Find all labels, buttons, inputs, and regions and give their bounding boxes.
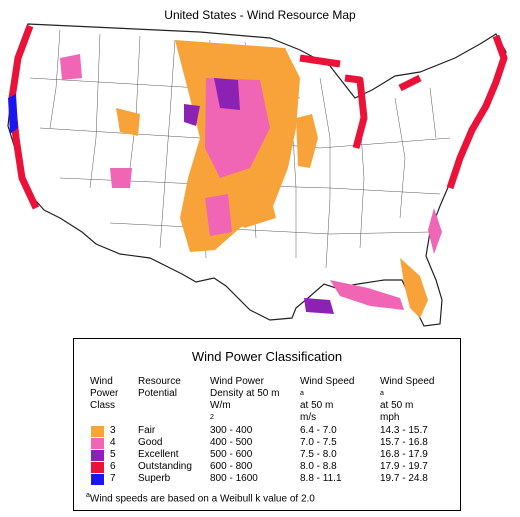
resource-potential: Fair [138, 425, 156, 436]
header-density-line: Wind Power [210, 376, 264, 387]
header-potential-line: Potential [138, 388, 177, 399]
header-speed-mph: Wind Speed a at 50 m mph [380, 376, 434, 424]
speed-ms: 7.5 - 8.0 [300, 449, 337, 460]
header-speed-ms: Wind Speed a at 50 m m/s [300, 376, 354, 424]
header-potential: Resource Potential [138, 376, 181, 400]
class-number: 7 [110, 473, 116, 484]
speed-mph: 17.9 - 19.7 [380, 461, 428, 472]
legend: Wind Power Classification Wind Power Cla… [73, 338, 461, 511]
header-speed-ms-line: at 50 m [300, 400, 334, 411]
header-class-line: Power [90, 388, 119, 399]
legend-row: 6 Outstanding 600 - 800 8.0 - 8.8 17.9 -… [74, 461, 460, 473]
speed-mph: 19.7 - 24.8 [380, 473, 428, 484]
header-density-line: Density at 50 m [210, 388, 280, 399]
header-density-sup: 2 [210, 414, 214, 421]
header-speed-ms-line: m/s [300, 412, 317, 423]
header-potential-line: Resource [138, 376, 181, 387]
header-speed-mph-line: Wind Speed [380, 376, 435, 387]
legend-row: 4 Good 400 - 500 7.0 - 7.5 15.7 - 16.8 [74, 437, 460, 449]
class-swatch [91, 438, 104, 449]
speed-ms: 6.4 - 7.0 [300, 425, 337, 436]
class-7-areas [8, 94, 18, 134]
header-density-unit-text: W/m [210, 400, 231, 411]
header-speed-mph-sup: a [380, 390, 384, 397]
header-speed-mph-line: at 50 m [380, 400, 414, 411]
header-density: Wind Power Density at 50 m W/m 2 [210, 376, 279, 424]
header-class: Wind Power Class [90, 376, 118, 412]
legend-row: 5 Excellent 500 - 600 7.5 - 8.0 16.8 - 1… [74, 449, 460, 461]
class-number: 5 [110, 449, 116, 460]
footnote-mark: a [86, 492, 90, 499]
class-number: 6 [110, 461, 116, 472]
speed-mph: 16.8 - 17.9 [380, 449, 428, 460]
header-speed-ms-line: Wind Speed [300, 376, 355, 387]
us-wind-map [7, 23, 508, 327]
resource-potential: Superb [138, 473, 171, 484]
speed-mph: 14.3 - 15.7 [380, 425, 428, 436]
class-swatch [91, 462, 104, 473]
resource-potential: Outstanding [138, 461, 192, 472]
power-density: 600 - 800 [210, 461, 253, 472]
resource-potential: Good [138, 437, 163, 448]
class-swatch [91, 474, 104, 485]
legend-row: 7 Superb 800 - 1600 8.8 - 11.1 19.7 - 24… [74, 473, 460, 485]
header-class-line: Wind [90, 376, 113, 387]
speed-mph: 15.7 - 16.8 [380, 437, 428, 448]
power-density: 500 - 600 [210, 449, 253, 460]
legend-row: 3 Fair 300 - 400 6.4 - 7.0 14.3 - 15.7 [74, 425, 460, 437]
class-swatch [91, 426, 104, 437]
class-5-areas [184, 78, 334, 314]
power-density: 800 - 1600 [210, 473, 258, 484]
speed-ms: 8.8 - 11.1 [300, 473, 342, 484]
header-speed-ms-sup: a [300, 390, 304, 397]
header-speed-mph-line: mph [380, 412, 400, 423]
class-number: 4 [110, 437, 116, 448]
power-density: 400 - 500 [210, 437, 253, 448]
speed-ms: 7.0 - 7.5 [300, 437, 337, 448]
resource-potential: Excellent [138, 449, 179, 460]
footnote: aWind speeds are based on a Weibull k va… [86, 492, 315, 504]
power-density: 300 - 400 [210, 425, 253, 436]
footnote-text: Wind speeds are based on a Weibull k val… [89, 493, 315, 505]
speed-ms: 8.0 - 8.8 [300, 461, 337, 472]
header-class-line: Class [90, 400, 116, 411]
map-title: United States - Wind Resource Map [164, 8, 356, 22]
header-density-unit: W/m 2 [210, 400, 279, 424]
legend-title: Wind Power Classification [191, 349, 343, 364]
class-number: 3 [110, 425, 116, 436]
class-swatch [91, 450, 104, 461]
